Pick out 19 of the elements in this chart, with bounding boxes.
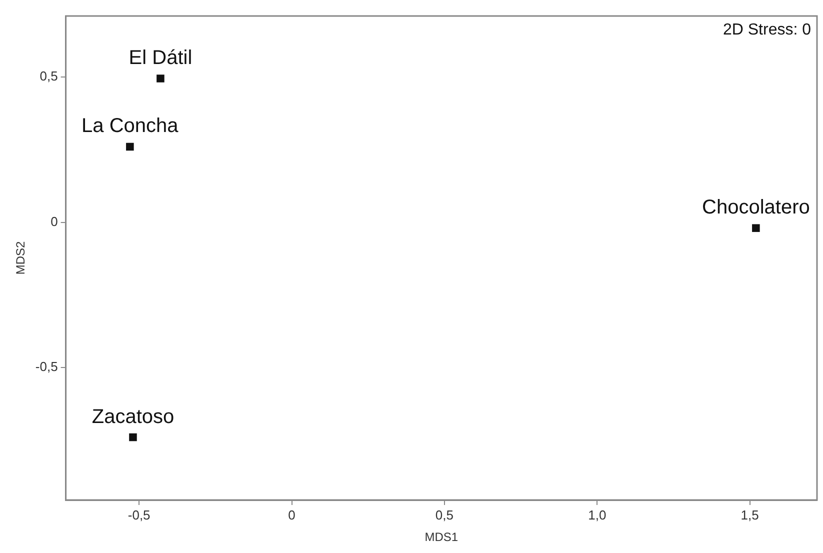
y-tick-label: -0,5 — [35, 359, 58, 374]
annotation: Chocolatero — [702, 196, 810, 219]
annotation: 2D Stress: 0 — [722, 21, 812, 38]
annotation: Zacatoso — [92, 406, 174, 428]
x-tick-label: 1,5 — [740, 507, 759, 522]
x-tick-label: -0,5 — [128, 507, 150, 522]
point — [129, 433, 137, 442]
point — [752, 224, 760, 232]
y-tick-label: 0,5 — [40, 68, 58, 84]
x-axis-title: MDS1 — [424, 530, 458, 544]
point — [126, 142, 134, 151]
point — [156, 74, 164, 82]
x-tick-label: 0 — [288, 507, 296, 522]
annotation: La Concha — [82, 115, 180, 138]
x-tick-label: 1,0 — [588, 507, 606, 522]
x-tick-label: 0,5 — [435, 507, 454, 522]
annotation: El Dátil — [128, 46, 192, 69]
y-axis-title: MDS2 — [14, 241, 28, 275]
y-tick-label: 0 — [50, 214, 58, 229]
